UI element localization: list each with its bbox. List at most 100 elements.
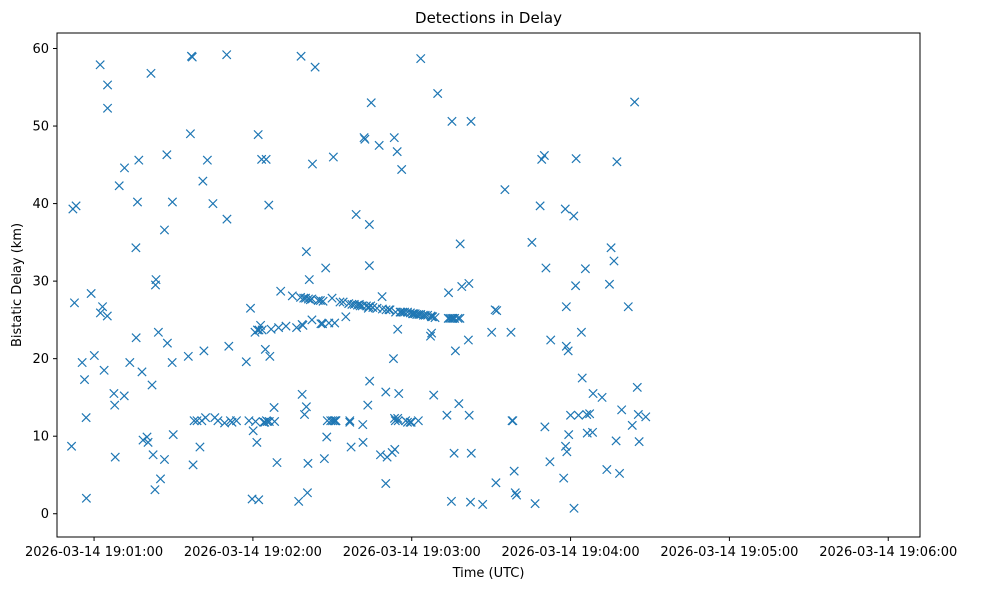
data-point-marker bbox=[304, 274, 314, 285]
data-point-marker bbox=[260, 344, 270, 354]
data-point-marker bbox=[231, 416, 242, 426]
data-point-marker bbox=[222, 214, 232, 224]
data-point-marker bbox=[307, 159, 318, 169]
data-point-marker bbox=[351, 209, 361, 220]
data-point-marker bbox=[449, 448, 459, 458]
data-point-marker bbox=[374, 140, 384, 151]
data-point-marker bbox=[252, 437, 262, 448]
data-point-marker bbox=[450, 346, 461, 356]
data-point-marker bbox=[222, 50, 232, 60]
y-tick-label: 30 bbox=[32, 275, 49, 290]
data-point-marker bbox=[426, 328, 437, 338]
data-point-marker bbox=[580, 264, 591, 274]
data-point-marker bbox=[364, 302, 374, 312]
data-point-marker bbox=[571, 153, 581, 164]
data-point-marker bbox=[167, 197, 178, 207]
plot-frame bbox=[56, 32, 921, 538]
data-point-marker bbox=[463, 335, 474, 345]
data-point-marker bbox=[509, 466, 519, 476]
data-point-marker bbox=[315, 295, 326, 306]
data-point-marker bbox=[327, 293, 337, 303]
data-point-marker bbox=[345, 416, 355, 426]
data-point-marker bbox=[381, 478, 391, 489]
y-axis-title: Bistatic Delay (km) bbox=[10, 223, 25, 347]
data-point-marker bbox=[617, 405, 627, 415]
data-point-marker bbox=[162, 150, 172, 160]
data-point-marker bbox=[413, 416, 423, 426]
data-point-marker bbox=[397, 164, 407, 175]
data-point-marker bbox=[208, 198, 218, 209]
data-point-marker bbox=[641, 412, 651, 422]
data-point-marker bbox=[464, 410, 474, 420]
data-point-marker bbox=[366, 98, 376, 108]
data-point-marker bbox=[131, 243, 141, 253]
data-point-marker bbox=[561, 341, 571, 351]
data-point-marker bbox=[614, 468, 625, 479]
data-point-marker bbox=[331, 416, 341, 426]
data-point-marker bbox=[393, 413, 403, 423]
data-point-marker bbox=[429, 390, 439, 400]
data-point-marker bbox=[604, 279, 615, 289]
data-point-marker bbox=[81, 493, 92, 503]
data-point-marker bbox=[385, 305, 395, 315]
data-point-marker bbox=[430, 312, 440, 323]
y-tick-label: 60 bbox=[32, 42, 49, 57]
data-point-marker bbox=[630, 97, 640, 107]
data-point-marker bbox=[530, 499, 540, 509]
data-point-marker bbox=[341, 312, 351, 322]
data-point-marker bbox=[250, 416, 261, 427]
data-point-marker bbox=[393, 416, 403, 426]
data-point-marker bbox=[159, 454, 170, 465]
data-point-marker bbox=[310, 62, 320, 72]
data-point-marker bbox=[466, 448, 476, 458]
data-point-marker bbox=[142, 432, 152, 442]
data-point-marker bbox=[241, 357, 251, 367]
data-point-marker bbox=[446, 496, 457, 506]
data-point-marker bbox=[273, 323, 284, 333]
data-point-marker bbox=[299, 409, 310, 420]
y-axis-ticks: 0 10 20 30 40 50 60 bbox=[32, 42, 57, 522]
data-point-marker bbox=[338, 297, 348, 307]
data-point-marker bbox=[346, 442, 356, 452]
data-point-marker bbox=[573, 410, 584, 420]
data-point-marker bbox=[597, 392, 607, 403]
data-point-marker bbox=[510, 488, 520, 498]
data-point-marker bbox=[269, 416, 280, 427]
data-point-marker bbox=[569, 211, 579, 221]
data-point-marker bbox=[281, 321, 291, 331]
data-point-marker bbox=[322, 432, 332, 442]
data-point-marker bbox=[147, 380, 157, 390]
data-point-marker bbox=[318, 296, 328, 306]
data-point-marker bbox=[148, 450, 158, 460]
data-points bbox=[66, 50, 651, 513]
data-point-marker bbox=[102, 80, 113, 90]
data-point-marker bbox=[264, 200, 274, 210]
data-point-marker bbox=[585, 409, 595, 419]
data-point-marker bbox=[457, 281, 467, 292]
data-point-marker bbox=[114, 181, 124, 191]
data-point-marker bbox=[327, 416, 338, 426]
x-axis-ticks: 2026-03-14 19:01:00 2026-03-14 19:02:00 20… bbox=[25, 537, 957, 560]
data-point-marker bbox=[151, 274, 161, 285]
data-point-marker bbox=[110, 400, 120, 410]
data-point-marker bbox=[134, 155, 144, 165]
data-point-marker bbox=[466, 116, 476, 127]
x-tick-label: 2026-03-14 19:04:00 bbox=[502, 545, 640, 560]
data-point-marker bbox=[426, 312, 437, 322]
data-point-marker bbox=[102, 103, 113, 113]
data-point-marker bbox=[146, 68, 156, 78]
data-point-marker bbox=[269, 402, 279, 413]
data-point-marker bbox=[254, 495, 264, 505]
data-point-marker bbox=[559, 473, 569, 483]
data-point-marker bbox=[110, 452, 120, 462]
data-point-marker bbox=[358, 419, 368, 430]
data-point-marker bbox=[202, 155, 212, 165]
data-point-marker bbox=[364, 260, 374, 271]
data-point-marker bbox=[272, 457, 282, 468]
y-tick-label: 50 bbox=[32, 120, 49, 135]
data-point-marker bbox=[199, 346, 209, 356]
data-point-marker bbox=[79, 374, 90, 385]
data-point-marker bbox=[302, 488, 313, 498]
data-point-marker bbox=[623, 302, 633, 312]
